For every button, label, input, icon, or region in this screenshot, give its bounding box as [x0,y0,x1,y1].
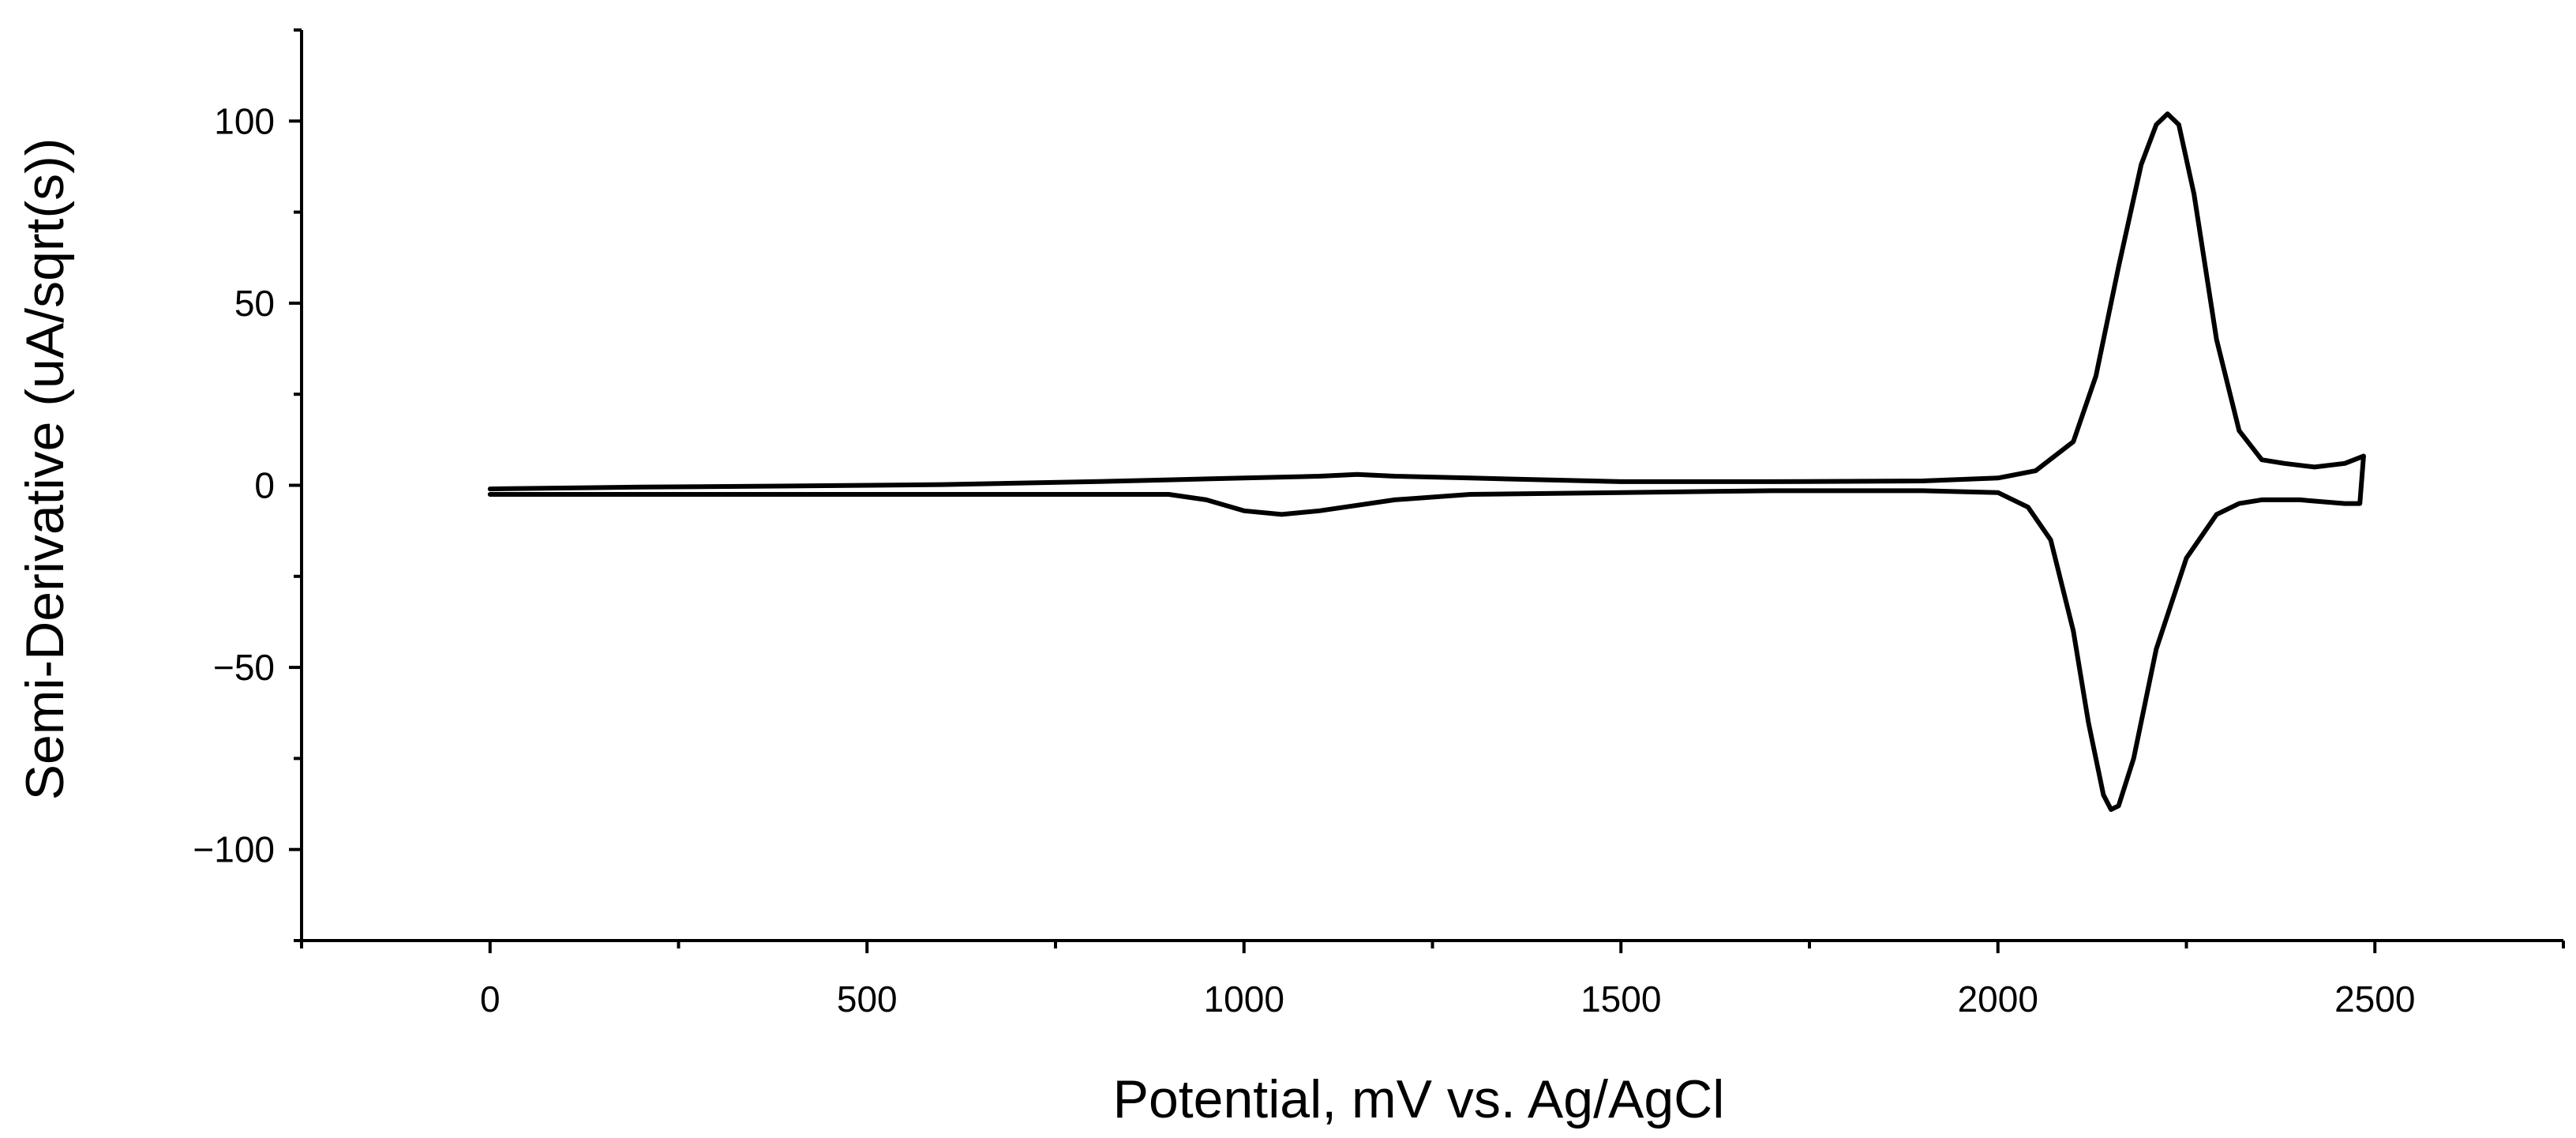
y-tick-label: 50 [234,283,275,324]
y-tick-label: −50 [213,647,275,688]
x-tick-label: 1500 [1580,978,1661,1020]
ticks: 0 500 1000 1500 2000 2500 −100 −50 0 50 100 [193,28,2565,1020]
y-tick-label: −100 [193,829,275,870]
data-curves [487,111,2366,812]
x-tick-label: 0 [480,978,501,1020]
y-tick-label: 0 [254,465,275,506]
x-tick-label: 500 [837,978,898,1020]
forward-scan-line [487,111,2366,492]
x-tick-label: 2500 [2334,978,2415,1020]
reverse-scan-line [487,453,2366,812]
y-axis-title: Semi-Derivative (uA/sqrt(s)) [15,138,75,801]
x-tick-label: 2000 [1958,978,2038,1020]
x-tick-label: 1000 [1204,978,1284,1020]
x-axis-title: Potential, mV vs. Ag/AgCl [1113,1069,1725,1129]
y-tick-label: 100 [214,100,275,141]
